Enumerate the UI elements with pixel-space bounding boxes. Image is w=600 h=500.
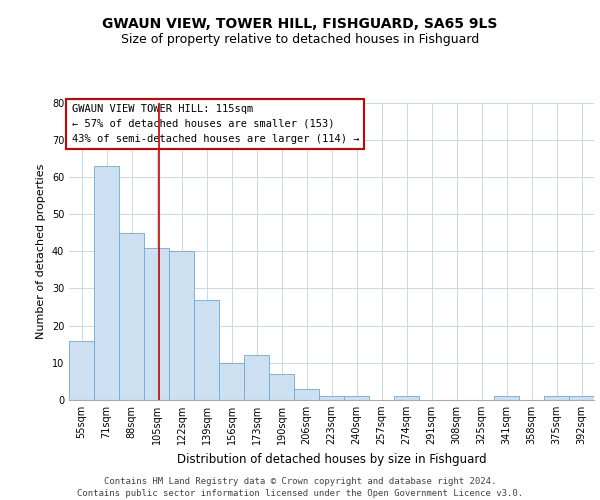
X-axis label: Distribution of detached houses by size in Fishguard: Distribution of detached houses by size … (176, 452, 487, 466)
Text: Size of property relative to detached houses in Fishguard: Size of property relative to detached ho… (121, 32, 479, 46)
Bar (344, 396, 369, 400)
Bar (219, 363, 244, 400)
Bar (69, 340, 94, 400)
Bar (244, 356, 269, 400)
Bar (569, 396, 594, 400)
Bar (169, 252, 194, 400)
Bar (394, 396, 419, 400)
Bar (119, 232, 144, 400)
Bar (269, 374, 294, 400)
Bar (94, 166, 119, 400)
Bar (194, 300, 219, 400)
Text: GWAUN VIEW TOWER HILL: 115sqm
← 57% of detached houses are smaller (153)
43% of : GWAUN VIEW TOWER HILL: 115sqm ← 57% of d… (71, 104, 359, 144)
Y-axis label: Number of detached properties: Number of detached properties (36, 164, 46, 339)
Bar (294, 389, 319, 400)
Bar (494, 396, 519, 400)
Text: GWAUN VIEW, TOWER HILL, FISHGUARD, SA65 9LS: GWAUN VIEW, TOWER HILL, FISHGUARD, SA65 … (103, 18, 497, 32)
Bar (144, 248, 169, 400)
Bar (319, 396, 344, 400)
Text: Contains HM Land Registry data © Crown copyright and database right 2024.
Contai: Contains HM Land Registry data © Crown c… (77, 476, 523, 498)
Bar (544, 396, 569, 400)
